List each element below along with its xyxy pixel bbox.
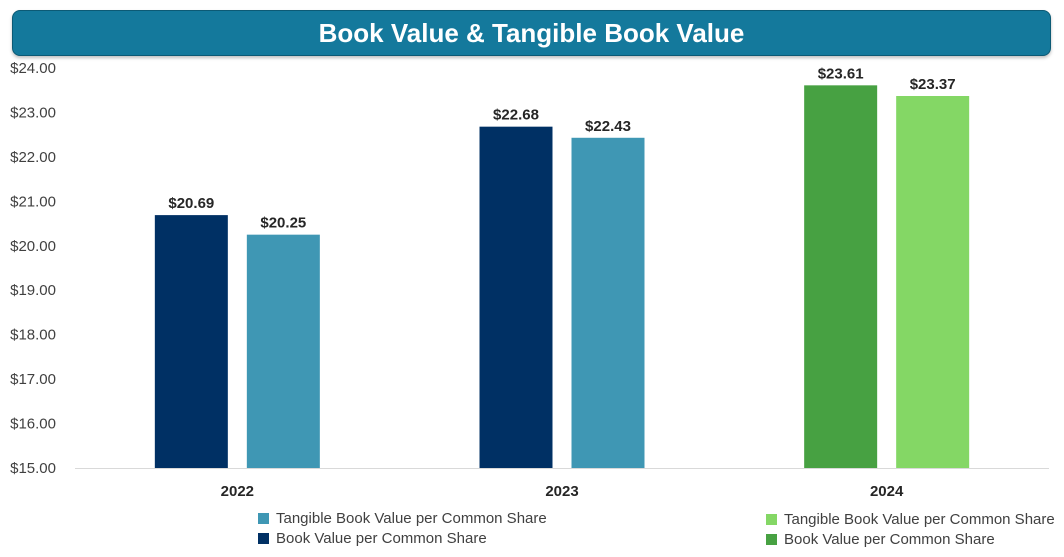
data-label: $22.43 [585,118,631,135]
legend-swatch-tangible-2024 [766,513,777,525]
legend-label: Book Value per Common Share [784,530,995,548]
y-tick-label: $18.00 [10,327,56,344]
chart-title-banner: Book Value & Tangible Book Value [12,10,1051,56]
x-tick-label: 2024 [870,483,904,500]
bar [571,137,645,468]
legend-label: Tangible Book Value per Common Share [784,510,1055,528]
y-tick-label: $20.00 [10,238,56,255]
y-tick-label: $15.00 [10,460,56,477]
x-tick-label: 2022 [221,483,254,500]
bar [804,85,878,468]
legend-item-book-2022-2023: Book Value per Common Share [258,528,547,548]
data-label: $22.68 [493,107,539,124]
data-label: $23.37 [910,76,956,93]
data-label: $20.69 [168,195,214,212]
y-tick-label: $19.00 [10,282,56,299]
legend-swatch-book-2024 [766,533,777,545]
legend-item-tangible-2024: Tangible Book Value per Common Share [766,509,1055,529]
x-tick-label: 2023 [545,483,578,500]
bar [154,215,228,468]
legend-swatch-book-2022-2023 [258,532,269,544]
y-tick-label: $24.00 [10,60,56,77]
legend-label: Book Value per Common Share [276,529,487,547]
data-label: $23.61 [818,65,864,82]
y-tick-label: $21.00 [10,193,56,210]
y-tick-label: $22.00 [10,149,56,166]
y-tick-label: $16.00 [10,416,56,433]
y-tick-label: $23.00 [10,104,56,121]
legend-left: Tangible Book Value per Common Share Boo… [258,508,547,548]
bar [896,96,970,468]
chart-title: Book Value & Tangible Book Value [318,17,745,48]
legend-item-book-2024: Book Value per Common Share [766,529,1055,549]
legend-label: Tangible Book Value per Common Share [276,509,547,527]
bar [246,234,320,468]
bar [479,126,553,469]
legend-item-tangible-2022-2023: Tangible Book Value per Common Share [258,508,547,528]
legend-right: Tangible Book Value per Common Share Boo… [766,509,1055,549]
y-tick-label: $17.00 [10,371,56,388]
legend-swatch-tangible-2022-2023 [258,512,269,524]
data-label: $20.25 [260,215,306,232]
